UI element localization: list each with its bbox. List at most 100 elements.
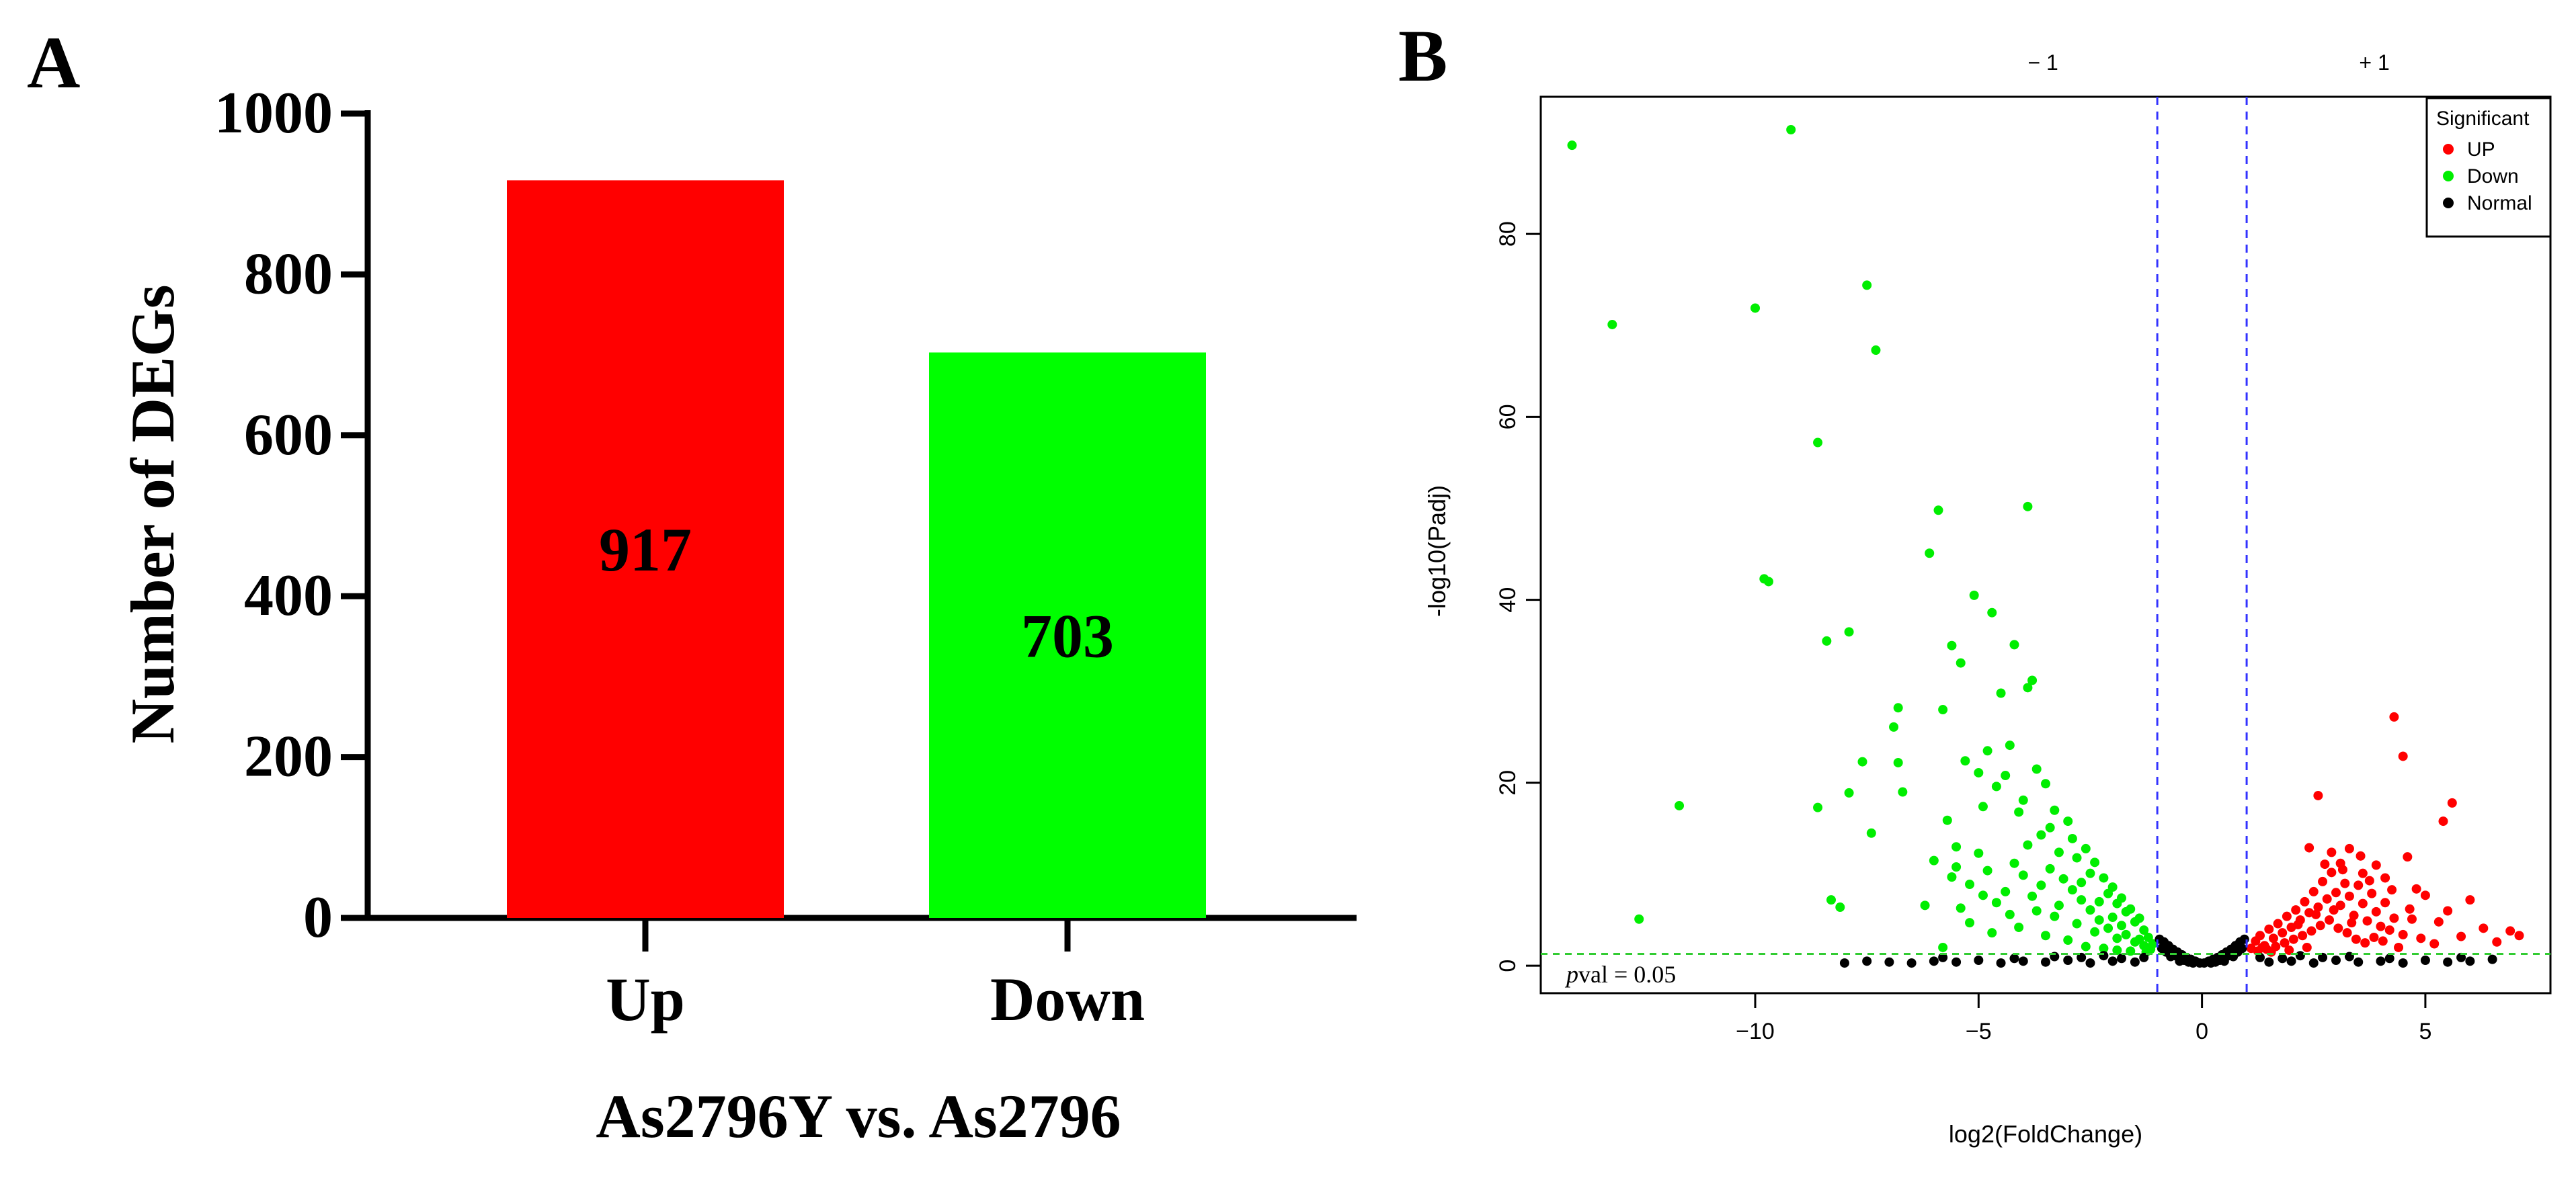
point-normal bbox=[1906, 958, 1917, 968]
point-up bbox=[2300, 896, 2310, 907]
point-up bbox=[2438, 816, 2448, 827]
point-down bbox=[1813, 437, 1823, 448]
point-down bbox=[1942, 815, 1952, 825]
point-down bbox=[2027, 891, 2038, 901]
point-down bbox=[1857, 757, 1867, 767]
point-up bbox=[2313, 790, 2323, 800]
point-down bbox=[1893, 703, 1903, 713]
point-down bbox=[1987, 607, 1997, 618]
point-up bbox=[2282, 911, 2292, 921]
point-up bbox=[2291, 905, 2301, 915]
legend-entries: UP Down Normal bbox=[2443, 138, 2532, 214]
point-down bbox=[2054, 900, 2064, 911]
point-down bbox=[1951, 842, 1962, 852]
point-down bbox=[2094, 915, 2104, 925]
point-down bbox=[1898, 787, 1908, 797]
legend-label: Normal bbox=[2467, 192, 2532, 214]
legend-title: Significant bbox=[2436, 108, 2530, 130]
point-down bbox=[1826, 895, 1836, 905]
point-down bbox=[1933, 505, 1943, 515]
point-up bbox=[2349, 911, 2359, 921]
point-down bbox=[1956, 658, 1966, 668]
point-up bbox=[2407, 914, 2417, 924]
point-normal bbox=[2465, 956, 2475, 966]
point-down bbox=[2139, 925, 2149, 935]
volcano-y-tick-label: 80 bbox=[1495, 221, 1521, 247]
point-up bbox=[2298, 931, 2308, 941]
point-down bbox=[1862, 280, 1872, 290]
point-down bbox=[1978, 802, 1988, 812]
point-up bbox=[2273, 919, 2283, 929]
point-normal bbox=[2183, 957, 2193, 967]
point-up bbox=[2284, 945, 2294, 956]
bar-x-ticks: Up Down bbox=[606, 918, 1145, 1034]
point-down bbox=[2134, 913, 2144, 923]
point-up bbox=[2351, 934, 2361, 944]
point-normal bbox=[1974, 955, 1984, 965]
point-up bbox=[2389, 913, 2399, 923]
point-up bbox=[2327, 868, 2337, 878]
point-down bbox=[2023, 840, 2033, 850]
point-down bbox=[2009, 640, 2019, 650]
bar-chart: 0 200 400 600 800 1000 917 703 Up Down Number o… bbox=[118, 81, 1357, 1150]
point-normal bbox=[2487, 954, 2497, 964]
point-down bbox=[2116, 921, 2126, 931]
bar-y-tick-label: 800 bbox=[244, 241, 333, 306]
point-normal bbox=[2018, 956, 2028, 966]
point-up bbox=[2420, 890, 2430, 900]
point-up bbox=[2403, 852, 2413, 862]
point-up bbox=[2344, 891, 2354, 901]
point-normal bbox=[2264, 957, 2274, 967]
point-down bbox=[2050, 911, 2060, 921]
point-normal bbox=[2219, 956, 2229, 966]
point-normal bbox=[2139, 952, 2149, 962]
point-normal bbox=[2398, 958, 2408, 968]
point-down bbox=[2001, 771, 2011, 781]
point-down bbox=[1893, 757, 1903, 767]
point-up bbox=[2293, 919, 2303, 929]
bar-y-ticks: 0 200 400 600 800 1000 bbox=[214, 81, 368, 950]
point-up bbox=[2347, 918, 2357, 928]
legend-box bbox=[2425, 97, 2552, 238]
point-down bbox=[2067, 833, 2077, 843]
point-down bbox=[2041, 931, 2050, 941]
point-down bbox=[1938, 705, 1948, 715]
point-up bbox=[2337, 865, 2347, 875]
point-down bbox=[1675, 800, 1685, 810]
point-down bbox=[2018, 795, 2028, 805]
point-up bbox=[2505, 926, 2515, 936]
point-up bbox=[2318, 876, 2328, 886]
point-up bbox=[2333, 923, 2343, 933]
point-down bbox=[2031, 906, 2042, 916]
point-normal bbox=[2077, 952, 2087, 962]
point-up bbox=[2492, 937, 2502, 947]
point-down bbox=[2090, 857, 2100, 868]
point-down bbox=[1960, 756, 1970, 766]
point-down bbox=[1969, 590, 1979, 600]
point-down bbox=[1835, 902, 1845, 913]
vline-label-pos: + 1 bbox=[2359, 50, 2389, 75]
point-up bbox=[2313, 902, 2323, 913]
point-down bbox=[2058, 874, 2068, 884]
point-up bbox=[2429, 939, 2440, 949]
point-down bbox=[1947, 640, 1957, 650]
point-down bbox=[2063, 935, 2073, 945]
point-up bbox=[2364, 876, 2374, 886]
volcano-x-tick-label: 5 bbox=[2419, 1019, 2431, 1044]
point-down bbox=[2077, 895, 2087, 905]
point-up bbox=[2416, 933, 2426, 943]
point-down bbox=[2005, 909, 2015, 919]
point-normal bbox=[2456, 952, 2466, 962]
point-down bbox=[1965, 880, 1975, 890]
point-down bbox=[2081, 941, 2091, 952]
point-up bbox=[2465, 895, 2475, 905]
point-down bbox=[2134, 934, 2144, 944]
point-up bbox=[2342, 928, 2352, 938]
point-down bbox=[1974, 848, 1984, 858]
legend-marker-normal bbox=[2443, 198, 2454, 208]
point-down bbox=[1982, 866, 1993, 876]
volcano-y-axis-title: -log10(Padj) bbox=[1423, 485, 1451, 617]
point-down bbox=[1929, 855, 1939, 866]
legend-label: UP bbox=[2467, 138, 2495, 161]
point-down bbox=[2018, 870, 2028, 880]
